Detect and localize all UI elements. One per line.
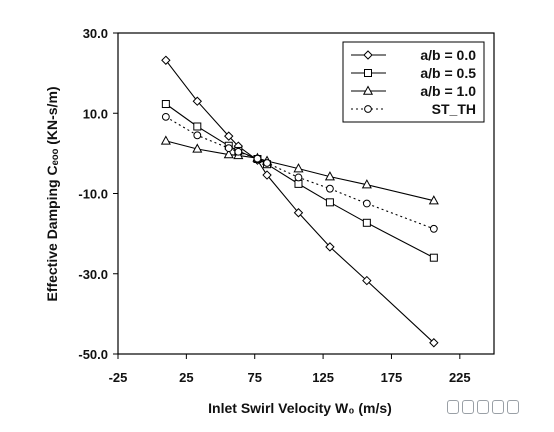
series-line — [165, 140, 434, 202]
legend-marker — [362, 85, 374, 95]
y-axis-label: Effective Damping Cₑₒₒ (KN-s/m) — [44, 86, 60, 301]
data-point — [193, 122, 202, 131]
data-point — [293, 163, 304, 173]
watermark-block — [477, 400, 489, 414]
data-point — [324, 171, 335, 181]
data-point — [161, 100, 170, 109]
legend-marker — [364, 69, 372, 77]
data-point — [361, 179, 372, 189]
series-line — [165, 116, 434, 230]
data-point — [253, 154, 262, 163]
data-point — [293, 208, 304, 218]
x-tick-label: -25 — [109, 370, 128, 385]
legend-label: a/b = 1.0 — [420, 83, 476, 99]
data-point — [262, 170, 272, 180]
data-point — [161, 112, 170, 121]
data-point — [192, 143, 203, 153]
data-point — [234, 147, 243, 156]
legend-label: a/b = 0.0 — [420, 47, 476, 63]
y-tick-label: -50.0 — [78, 347, 108, 362]
data-point — [326, 184, 334, 193]
y-tick-label: -10.0 — [78, 187, 108, 202]
data-point — [325, 198, 334, 207]
data-point — [161, 55, 171, 65]
data-point — [294, 179, 303, 188]
series-2 — [160, 135, 439, 205]
data-point — [294, 173, 303, 182]
data-point — [429, 253, 438, 262]
x-tick-label: 25 — [179, 370, 193, 385]
data-point — [325, 242, 335, 252]
watermark-block — [462, 400, 474, 414]
x-tick-label: 125 — [312, 370, 334, 385]
x-tick-label: 175 — [381, 370, 403, 385]
series-line — [165, 59, 435, 344]
legend-label: ST_TH — [432, 101, 476, 117]
legend-label: a/b = 0.5 — [420, 65, 476, 81]
series-0 — [161, 55, 439, 348]
series-3 — [161, 112, 438, 233]
y-tick-label: -30.0 — [78, 267, 108, 282]
data-point — [428, 195, 439, 205]
data-point — [362, 199, 371, 208]
watermark-logo — [447, 400, 547, 418]
data-point — [192, 96, 203, 106]
data-point — [429, 338, 439, 348]
legend-marker — [364, 105, 372, 113]
data-point — [224, 131, 234, 141]
legend: a/b = 0.0 a/b = 0.5 a/b = 1.0 ST_TH — [342, 41, 485, 123]
x-tick-label: 75 — [247, 370, 261, 385]
x-axis-label: Inlet Swirl Velocity W₀ (m/s) — [208, 400, 392, 416]
watermark-block — [507, 400, 519, 414]
y-tick-label: 30.0 — [83, 26, 108, 41]
y-tick-label: 10.0 — [83, 106, 108, 121]
data-point — [224, 144, 233, 153]
data-point — [223, 149, 234, 159]
data-point — [160, 135, 171, 145]
axis-ticks: -25 25 75 125 175 225 30.0 10.0 -10.0 -30.0 -50.0 — [78, 26, 470, 385]
series-group — [160, 55, 439, 348]
legend-marker — [363, 50, 373, 60]
watermark-block — [447, 400, 459, 414]
data-point — [193, 131, 202, 140]
data-point — [362, 275, 372, 286]
data-point — [362, 218, 371, 227]
watermark-block — [492, 400, 504, 414]
data-point — [263, 159, 271, 167]
x-tick-label: 225 — [449, 370, 471, 385]
data-point — [429, 224, 438, 233]
